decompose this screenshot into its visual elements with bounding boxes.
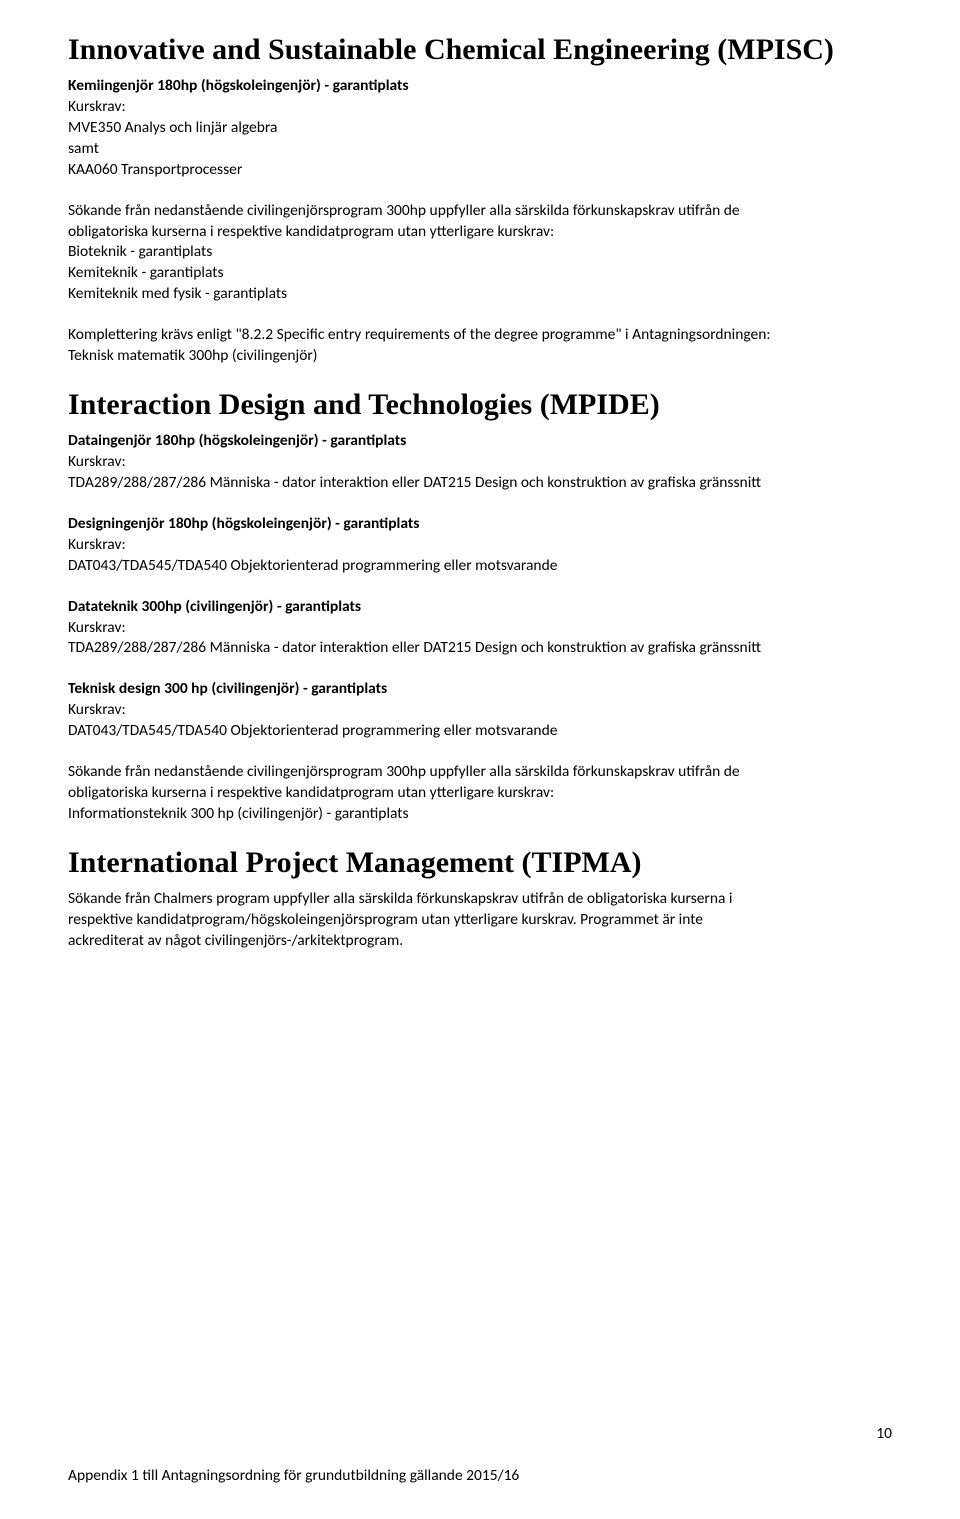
page-footer: 10 Appendix 1 till Antagningsordning för… [68,1466,892,1485]
paragraph-line: obligatoriska kurserna i respektive kand… [68,783,892,804]
mpide-track-block: Dataingenjör 180hp (högskoleingenjör) - … [68,431,892,494]
paragraph-line: obligatoriska kurserna i respektive kand… [68,222,892,243]
paragraph-line: Sökande från nedanstående civilingenjörs… [68,201,892,222]
mpisc-track-block: Kemiingenjör 180hp (högskoleingenjör) - … [68,76,892,181]
kurskrav-label: Kurskrav: [68,97,892,118]
requirement-line: TDA289/288/287/286 Människa - dator inte… [68,638,892,659]
requirement-line: KAA060 Transportprocesser [68,160,892,181]
section-title-tipma: International Project Management (TIPMA) [68,845,892,881]
paragraph-line: ackrediterat av något civilingenjörs-/ar… [68,931,892,952]
page-number: 10 [876,1424,892,1443]
paragraph-line: Sökande från nedanstående civilingenjörs… [68,762,892,783]
requirement-line: DAT043/TDA545/TDA540 Objektorienterad pr… [68,556,892,577]
requirement-line: TDA289/288/287/286 Människa - dator inte… [68,473,892,494]
mpisc-paragraph-block: Sökande från nedanstående civilingenjörs… [68,201,892,306]
mpide-track-block: Teknisk design 300 hp (civilingenjör) - … [68,679,892,742]
paragraph-line: Sökande från Chalmers program uppfyller … [68,889,892,910]
tipma-paragraph-block: Sökande från Chalmers program uppfyller … [68,889,892,952]
mpide-track-block: Designingenjör 180hp (högskoleingenjör) … [68,514,892,577]
track-heading: Datateknik 300hp (civilingenjör) - garan… [68,597,892,618]
paragraph-line: Komplettering krävs enligt "8.2.2 Specif… [68,325,892,346]
kurskrav-label: Kurskrav: [68,618,892,639]
mpisc-komplettering-block: Komplettering krävs enligt "8.2.2 Specif… [68,325,892,367]
track-heading: Dataingenjör 180hp (högskoleingenjör) - … [68,431,892,452]
track-heading: Kemiingenjör 180hp (högskoleingenjör) - … [68,76,892,97]
document-page: Innovative and Sustainable Chemical Engi… [0,0,960,1519]
track-heading: Designingenjör 180hp (högskoleingenjör) … [68,514,892,535]
list-item: Bioteknik - garantiplats [68,242,892,263]
paragraph-line: respektive kandidatprogram/högskoleingen… [68,910,892,931]
requirement-line: MVE350 Analys och linjär algebra [68,118,892,139]
kurskrav-label: Kurskrav: [68,452,892,473]
kurskrav-label: Kurskrav: [68,700,892,721]
mpide-track-block: Datateknik 300hp (civilingenjör) - garan… [68,597,892,660]
list-item: Kemiteknik med fysik - garantiplats [68,284,892,305]
requirement-line: DAT043/TDA545/TDA540 Objektorienterad pr… [68,721,892,742]
footer-text: Appendix 1 till Antagningsordning för gr… [68,1466,519,1485]
paragraph-line: Informationsteknik 300 hp (civilingenjör… [68,804,892,825]
mpide-paragraph-block: Sökande från nedanstående civilingenjörs… [68,762,892,825]
samt-line: samt [68,139,892,160]
paragraph-line: Teknisk matematik 300hp (civilingenjör) [68,346,892,367]
list-item: Kemiteknik - garantiplats [68,263,892,284]
track-heading: Teknisk design 300 hp (civilingenjör) - … [68,679,892,700]
section-title-mpide: Interaction Design and Technologies (MPI… [68,387,892,423]
kurskrav-label: Kurskrav: [68,535,892,556]
section-title-mpisc: Innovative and Sustainable Chemical Engi… [68,32,892,68]
